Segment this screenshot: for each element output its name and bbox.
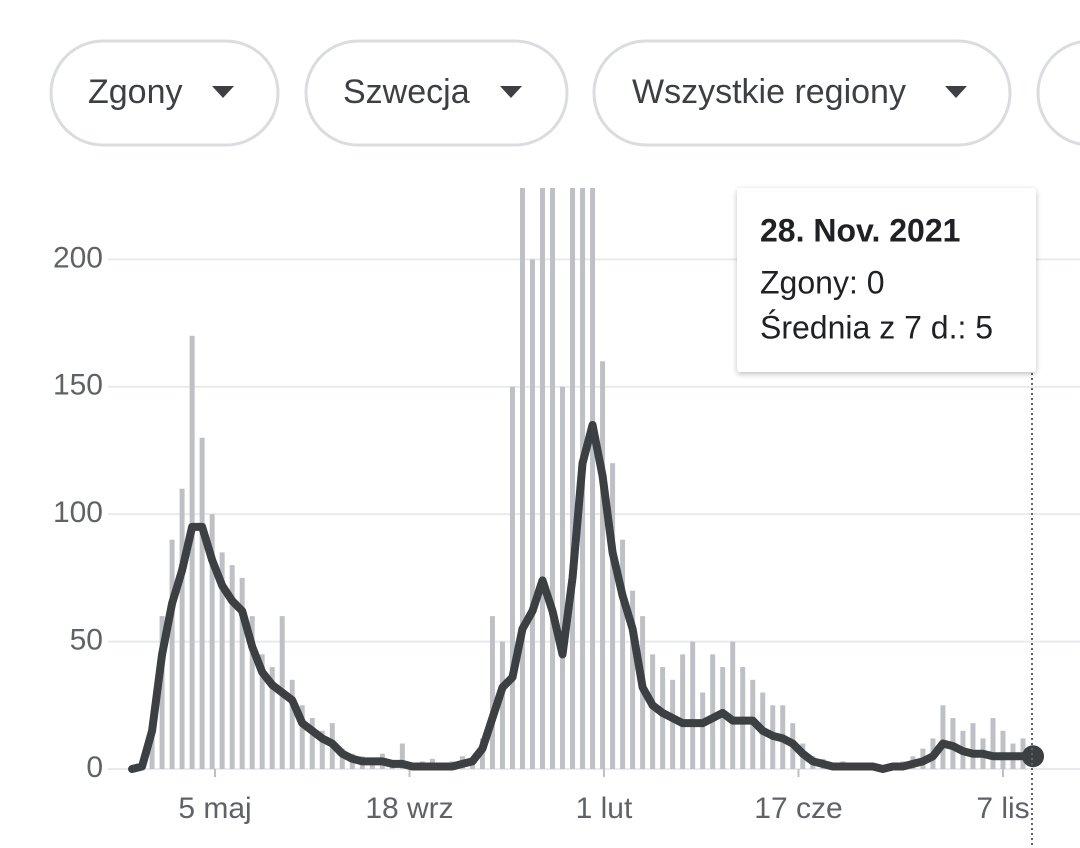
chip-bg[interactable] (304, 39, 569, 147)
bar (970, 723, 976, 769)
bar (259, 654, 265, 769)
bar (700, 692, 706, 769)
chip-label[interactable]: Szwecja (343, 73, 470, 111)
filter-chip[interactable]: Zgony (49, 39, 280, 147)
bar (690, 641, 696, 769)
bar (600, 361, 606, 769)
bar (179, 488, 185, 769)
plot-area (128, 188, 1038, 773)
bar (509, 386, 515, 769)
bar (570, 188, 576, 769)
y-tick-label: 100 (53, 496, 103, 529)
tooltip-line: Średnia z 7 d.: 5 (760, 309, 993, 345)
bar (630, 590, 636, 769)
bar (399, 743, 405, 769)
y-tick-label: 200 (53, 241, 103, 274)
chip-label[interactable]: Wszystkie regiony (632, 73, 906, 111)
bar (309, 718, 315, 769)
y-tick-label: 50 (70, 624, 103, 657)
bar (730, 641, 736, 769)
x-tick-label: 7 lis (976, 792, 1029, 825)
bar (529, 259, 535, 769)
bar (720, 667, 726, 769)
bar (550, 188, 556, 769)
bar (1000, 730, 1006, 769)
chip-label[interactable]: Zgony (88, 73, 183, 111)
filter-chip-partial[interactable] (1036, 40, 1080, 146)
chart: 0 50 100 150 200 5 maj 18 wrz 1 lut 17 cze 7 lis (53, 188, 1080, 825)
tooltip-title: 28. Nov. 2021 (760, 212, 960, 248)
bar (299, 705, 305, 769)
bar (229, 565, 235, 769)
bar (239, 577, 245, 769)
tooltip-line: Zgony: 0 (760, 264, 885, 300)
tooltip-bg (737, 188, 1036, 372)
bar (670, 679, 676, 769)
bar (990, 718, 996, 769)
bar (650, 654, 656, 769)
dropdown-arrow[interactable] (212, 86, 234, 98)
dropdown-arrow[interactable] (500, 86, 522, 98)
bar (539, 188, 545, 770)
bar (289, 679, 295, 769)
bar (249, 616, 255, 769)
bar (199, 437, 205, 769)
y-tick-label: 150 (53, 369, 103, 402)
bar (189, 335, 195, 769)
x-tick-label: 5 maj (178, 792, 251, 825)
filter-chip[interactable]: Szwecja (304, 39, 569, 147)
bar (209, 514, 215, 769)
bar (680, 654, 686, 769)
bar (499, 641, 505, 769)
bar (269, 667, 275, 769)
tooltip: 28. Nov. 2021 Zgony: 0 Średnia z 7 d.: 5 (737, 188, 1036, 372)
bar (169, 539, 175, 769)
bar (560, 386, 566, 769)
hover-point (1022, 745, 1045, 768)
bar (590, 188, 596, 769)
bar (519, 188, 525, 769)
bar (710, 654, 716, 769)
bar (620, 539, 626, 769)
bar (489, 616, 495, 769)
chip-bg[interactable] (592, 39, 1012, 147)
x-tick-label: 17 cze (754, 792, 842, 825)
bar (610, 463, 616, 769)
bar (319, 730, 325, 769)
x-tick-label: 18 wrz (365, 792, 453, 825)
filter-chip[interactable]: Wszystkie regiony (592, 39, 1012, 147)
bar (219, 552, 225, 769)
dropdown-arrow[interactable] (945, 86, 967, 98)
average-line (128, 420, 1038, 773)
bar (159, 616, 165, 769)
bar (339, 748, 345, 769)
bar (660, 667, 666, 769)
y-tick-label: 0 (86, 751, 103, 784)
x-tick-label: 1 lut (576, 792, 633, 825)
bar (940, 705, 946, 769)
chip-bg[interactable] (49, 39, 280, 147)
